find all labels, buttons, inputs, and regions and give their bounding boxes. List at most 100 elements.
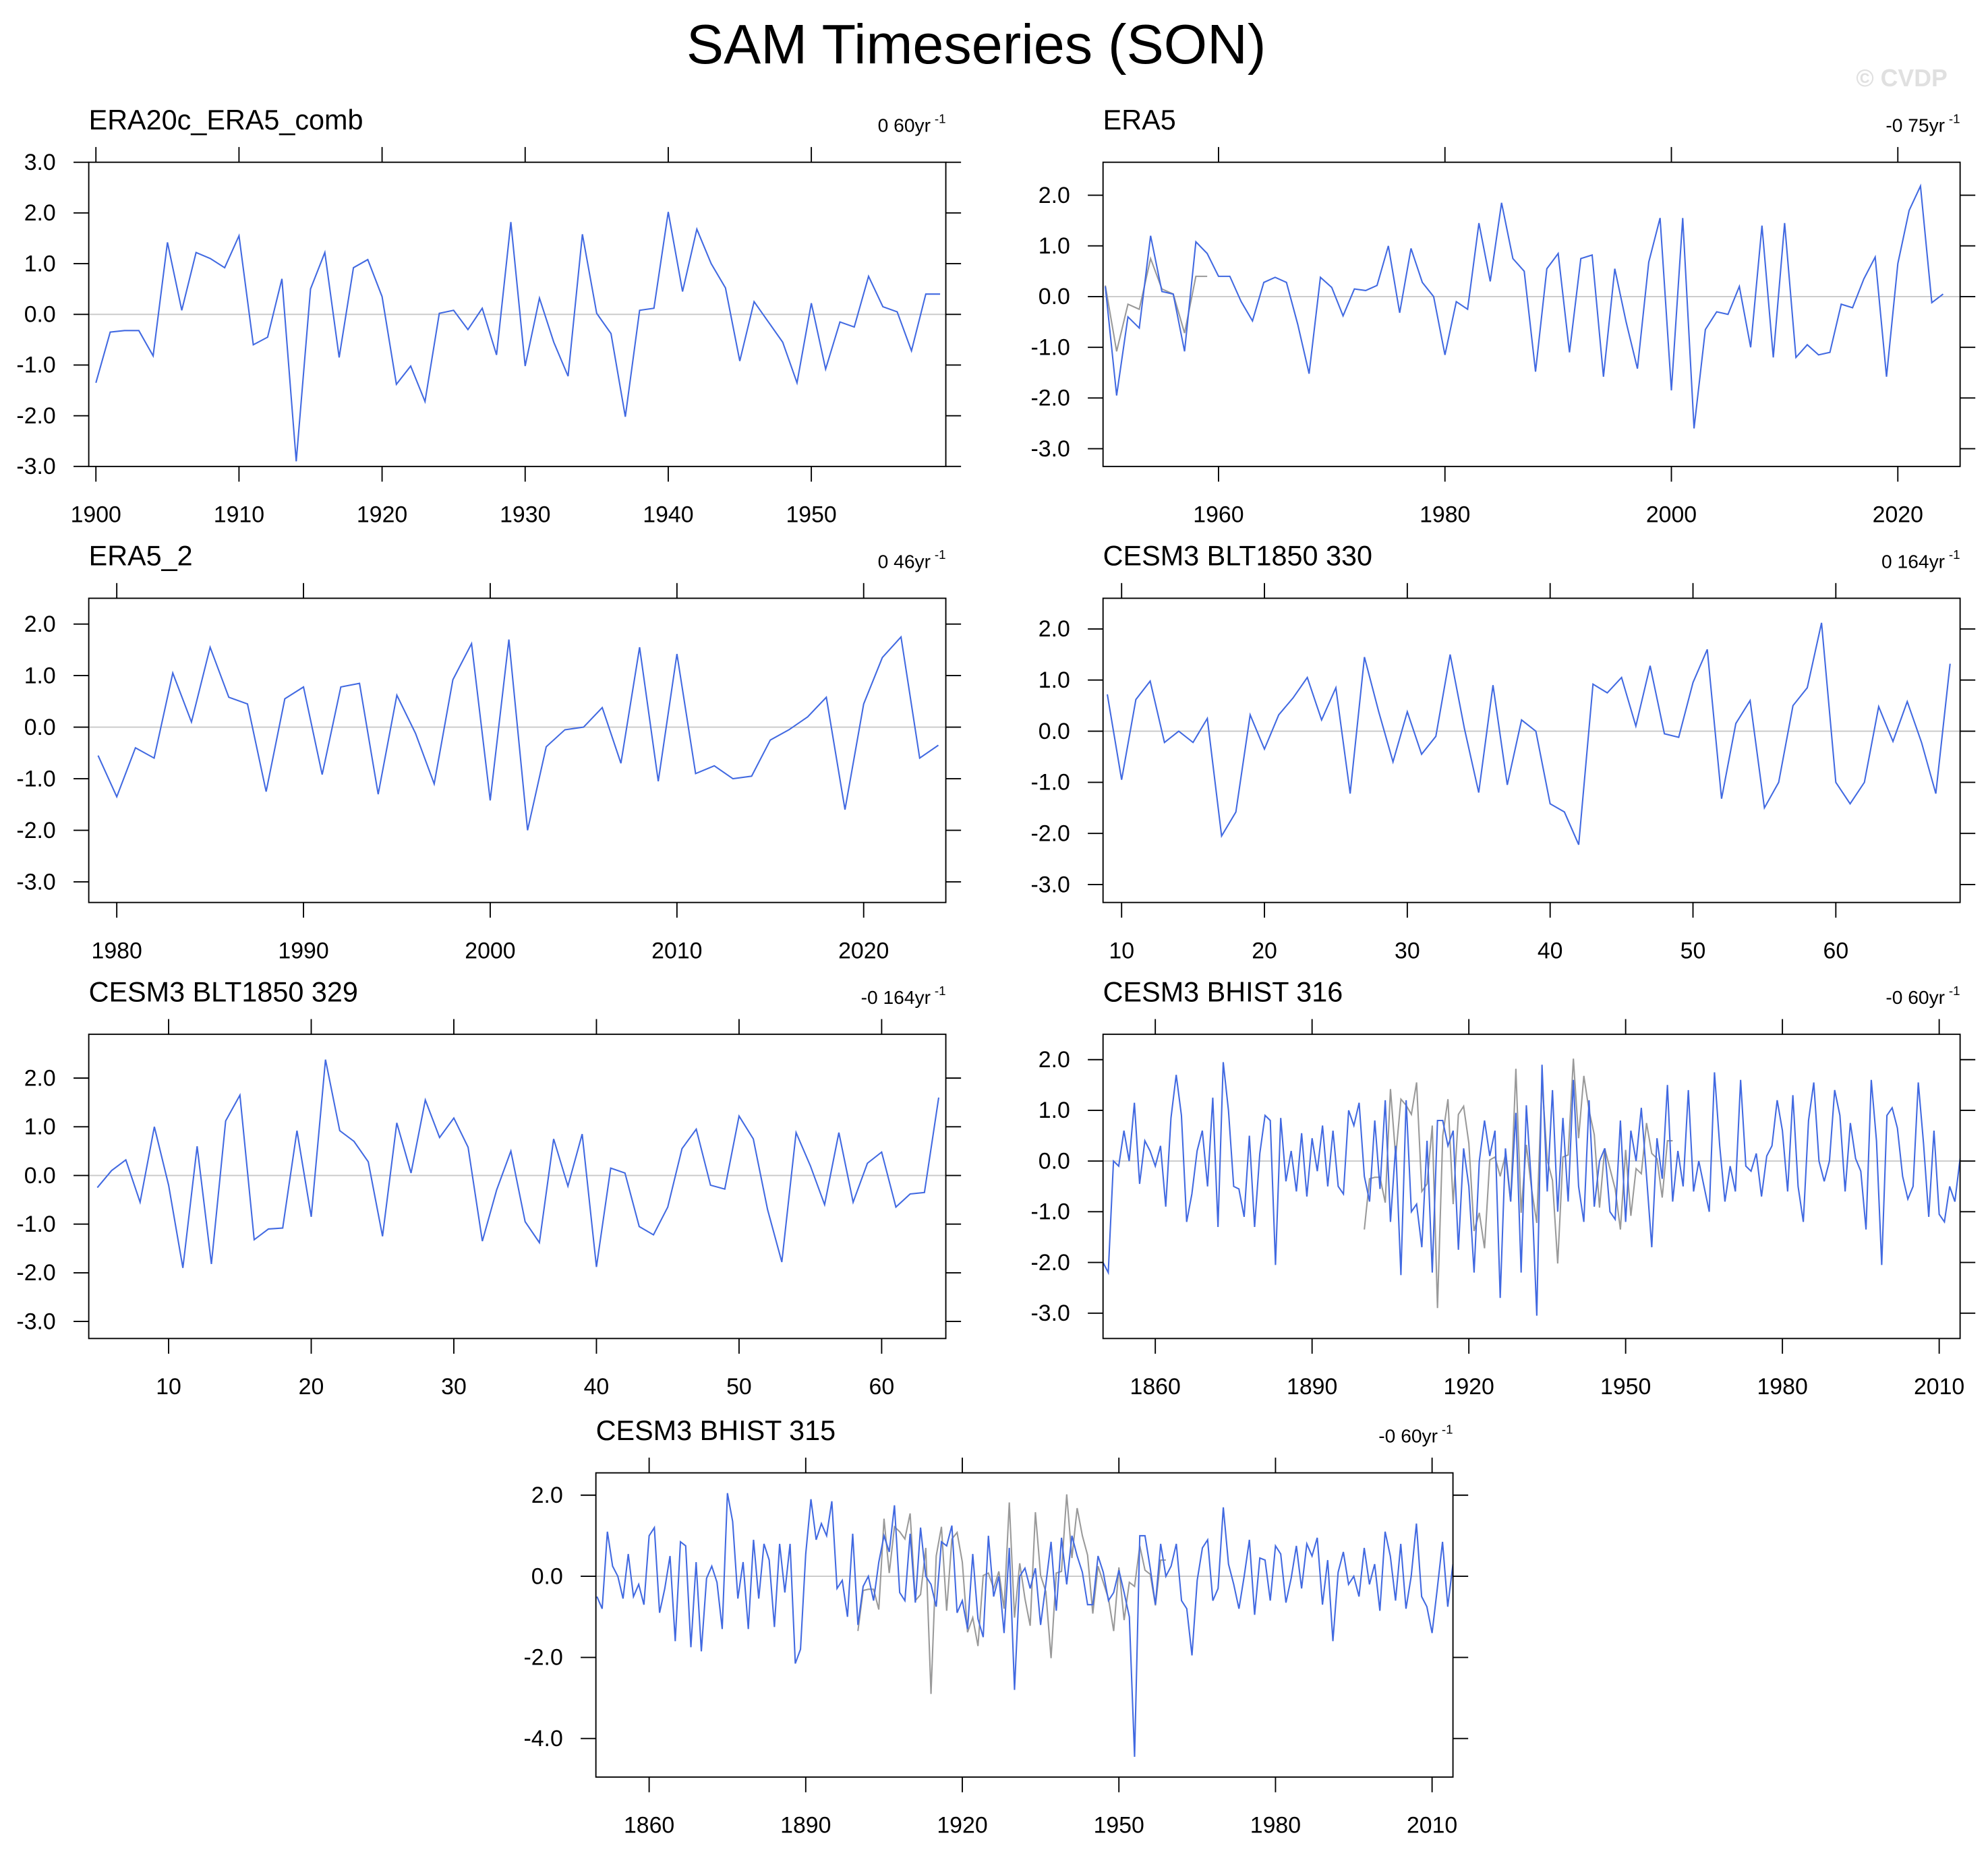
- y-tick-label: -3.0: [1031, 436, 1070, 462]
- x-tick-label: 2020: [838, 938, 889, 963]
- x-tick-label: 10: [1109, 938, 1134, 963]
- y-tick-label: 0.0: [24, 302, 56, 328]
- y-tick-label: -3.0: [16, 869, 55, 895]
- x-tick-label: 1930: [500, 502, 550, 528]
- y-tick-label: 0.0: [24, 715, 56, 740]
- x-tick-label: 2000: [1646, 502, 1697, 528]
- trend-superscript: -1: [1949, 547, 1960, 562]
- x-tick-label: 1980: [92, 938, 142, 963]
- series-line: [1105, 256, 1208, 352]
- trend-label: 0 46yr: [878, 550, 931, 572]
- trend-label: 0 60yr: [878, 115, 931, 136]
- y-tick-label: -1.0: [16, 353, 55, 378]
- y-tick-label: -2.0: [523, 1645, 562, 1671]
- y-tick-label: -1.0: [16, 1212, 55, 1237]
- x-tick-label: 1890: [780, 1813, 831, 1838]
- series-line: [1107, 622, 1951, 845]
- plot-frame: [595, 1472, 1454, 1778]
- y-tick-label: -3.0: [1031, 872, 1070, 897]
- x-tick-label: 30: [441, 1374, 467, 1400]
- y-tick-label: 1.0: [24, 251, 56, 276]
- x-tick-label: 1990: [278, 938, 328, 963]
- y-tick-label: 3.0: [24, 150, 56, 175]
- y-tick-label: 2.0: [1039, 1047, 1070, 1073]
- x-tick-label: 10: [156, 1374, 181, 1400]
- trend-label: 0 164yr: [1881, 550, 1945, 572]
- series-line: [596, 1493, 1454, 1757]
- x-tick-label: 20: [1252, 938, 1277, 963]
- y-tick-label: 0.0: [1039, 719, 1070, 744]
- y-tick-label: 2.0: [1039, 183, 1070, 208]
- panel-title: CESM3 BLT1850 330: [1103, 541, 1372, 572]
- watermark: © CVDP: [1856, 65, 1947, 92]
- y-tick-label: 2.0: [1039, 616, 1070, 642]
- y-tick-label: -2.0: [16, 403, 55, 429]
- x-tick-label: 1920: [357, 502, 407, 528]
- y-tick-label: 2.0: [531, 1483, 563, 1508]
- y-tick-label: -3.0: [16, 1309, 55, 1334]
- y-tick-label: -2.0: [16, 1260, 55, 1286]
- y-tick-label: -1.0: [16, 766, 55, 791]
- x-tick-label: 30: [1395, 938, 1420, 963]
- plot-frame: [1102, 597, 1961, 903]
- panel-title: ERA5_2: [89, 541, 193, 572]
- x-tick-label: 40: [584, 1374, 610, 1400]
- plot-frame: [88, 161, 947, 467]
- y-tick-label: 0.0: [1039, 284, 1070, 309]
- x-tick-label: 1980: [1250, 1813, 1301, 1838]
- y-tick-label: 1.0: [1039, 233, 1070, 259]
- y-tick-label: 1.0: [1039, 667, 1070, 693]
- trend-superscript: -1: [935, 547, 946, 562]
- panel-title: ERA20c_ERA5_comb: [89, 104, 363, 136]
- y-tick-label: -1.0: [1031, 770, 1070, 796]
- y-tick-label: 1.0: [1039, 1098, 1070, 1123]
- x-tick-label: 1950: [786, 502, 836, 528]
- trend-superscript: -1: [1949, 984, 1960, 998]
- x-tick-label: 1920: [1444, 1374, 1494, 1400]
- y-tick-label: 2.0: [24, 611, 56, 637]
- x-tick-label: 1960: [1193, 502, 1244, 528]
- x-tick-label: 1980: [1757, 1374, 1808, 1400]
- series-line: [1105, 183, 1944, 429]
- y-tick-label: -1.0: [1031, 1199, 1070, 1225]
- trend-label: -0 164yr: [861, 986, 931, 1008]
- x-tick-label: 1950: [1094, 1813, 1144, 1838]
- panel-title: CESM3 BLT1850 329: [89, 976, 358, 1007]
- x-tick-label: 50: [1680, 938, 1706, 963]
- y-tick-label: -3.0: [1031, 1300, 1070, 1326]
- y-tick-label: -2.0: [1031, 386, 1070, 411]
- x-tick-label: 2000: [465, 938, 515, 963]
- y-tick-label: 0.0: [24, 1163, 56, 1189]
- plot-frame: [88, 597, 947, 903]
- y-tick-label: 2.0: [24, 200, 56, 226]
- x-tick-label: 1980: [1420, 502, 1470, 528]
- y-tick-label: 0.0: [1039, 1148, 1070, 1174]
- trend-superscript: -1: [1949, 111, 1960, 125]
- x-tick-label: 60: [1823, 938, 1849, 963]
- trend-superscript: -1: [935, 984, 946, 998]
- y-tick-label: 1.0: [24, 663, 56, 688]
- panel-title: ERA5: [1103, 104, 1176, 136]
- trend-label: -0 60yr: [1885, 986, 1945, 1008]
- y-tick-label: -3.0: [16, 454, 55, 479]
- trend-label: -0 60yr: [1378, 1425, 1438, 1447]
- x-tick-label: 1950: [1600, 1374, 1651, 1400]
- x-tick-label: 2010: [651, 938, 702, 963]
- x-tick-label: 1940: [643, 502, 693, 528]
- y-tick-label: -2.0: [1031, 821, 1070, 847]
- panel-title: CESM3 BHIST 315: [596, 1415, 836, 1446]
- trend-superscript: -1: [1442, 1422, 1453, 1436]
- y-tick-label: 1.0: [24, 1114, 56, 1140]
- x-tick-label: 2010: [1407, 1813, 1457, 1838]
- x-tick-label: 1900: [71, 502, 121, 528]
- y-tick-label: -4.0: [523, 1726, 562, 1752]
- series-line: [96, 1059, 940, 1268]
- plot-frame: [1102, 1034, 1961, 1340]
- series-line: [1102, 1062, 1961, 1316]
- series-line: [857, 1494, 1166, 1694]
- y-tick-label: 2.0: [24, 1065, 56, 1091]
- plot-frame: [1102, 161, 1961, 467]
- x-tick-label: 1860: [624, 1813, 674, 1838]
- panel-title: CESM3 BHIST 316: [1103, 976, 1343, 1007]
